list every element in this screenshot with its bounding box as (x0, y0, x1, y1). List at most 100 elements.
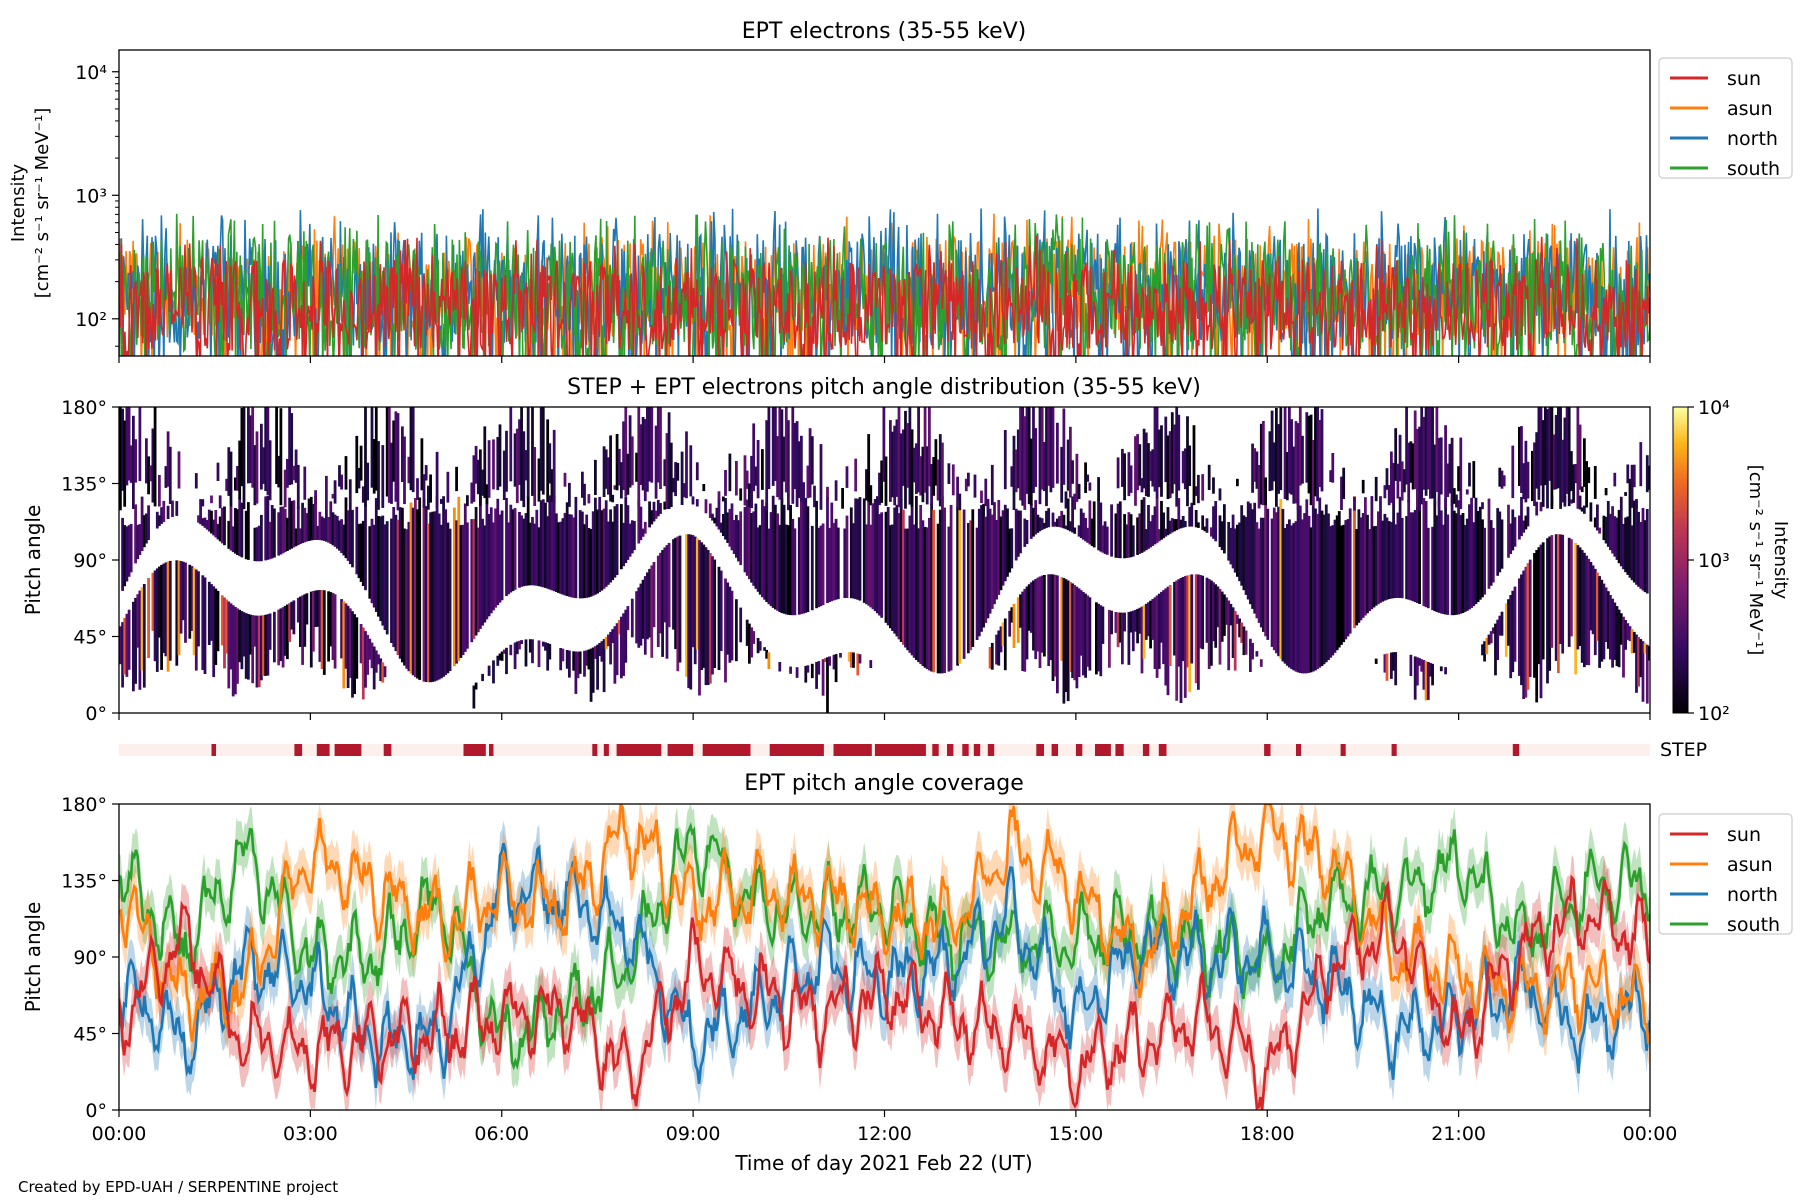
pad-cell (1207, 464, 1211, 490)
pad-cell (385, 521, 389, 635)
pad-cell (971, 509, 975, 647)
pad-cell (1151, 449, 1155, 487)
pad-cell (277, 512, 281, 556)
pad-cell (1186, 416, 1189, 507)
pad-cell (611, 494, 615, 503)
pad-cell (1118, 612, 1122, 643)
pad-cell (1431, 663, 1434, 686)
pad-cell (288, 603, 291, 642)
pad-cell (346, 605, 350, 688)
pad-cell (433, 511, 437, 682)
pad-cell (574, 651, 578, 694)
step-interval-bar (616, 744, 662, 756)
pad-cell (327, 517, 330, 543)
pad-cell (591, 647, 595, 693)
pad-cell (1348, 508, 1352, 634)
pad-cell (871, 503, 875, 610)
pad-cell (294, 528, 298, 547)
pad-cell (841, 488, 844, 509)
pad-cell (719, 570, 723, 651)
pad-cell (229, 451, 233, 507)
pad-cell (1422, 660, 1426, 690)
pad-cell (125, 526, 129, 582)
pad-cell (1639, 522, 1643, 589)
pad-cell (728, 586, 732, 663)
pad-cell (1383, 513, 1387, 601)
pad-cell (1541, 542, 1545, 660)
y-tick-label: 135° (61, 474, 107, 496)
pad-cell (1535, 501, 1539, 516)
pad-cell (906, 423, 910, 488)
pad-cell (466, 495, 469, 507)
pad-cell (1398, 496, 1402, 598)
pad-cell (1639, 442, 1643, 487)
pad-cell (635, 591, 638, 644)
pad-cell (821, 659, 825, 696)
pad-cell (613, 626, 617, 684)
pad-cell (531, 407, 534, 496)
pad-cell (641, 417, 645, 491)
pad-cell (663, 547, 667, 623)
pad-cell (134, 439, 137, 483)
pad-cell (617, 448, 621, 486)
pad-cell (127, 609, 131, 670)
pad-cell (502, 649, 506, 654)
pad-cell (1472, 522, 1476, 607)
pad-cell (1140, 606, 1144, 674)
x-tick-label: 06:00 (474, 1123, 529, 1145)
panel4-bands (119, 804, 1650, 1110)
pad-cell (411, 407, 415, 493)
pad-cell (216, 523, 220, 540)
pad-cell (374, 650, 378, 673)
pad-cell (1335, 515, 1339, 651)
pad-cell (826, 496, 829, 603)
pad-cell (253, 615, 257, 647)
pad-cell (416, 509, 419, 679)
pad-cell (472, 455, 476, 502)
pad-cell (414, 498, 417, 678)
pad-cell (930, 503, 933, 672)
pad-cell (1377, 511, 1380, 605)
pad-cell (1097, 603, 1100, 672)
pad-cell (1053, 574, 1057, 677)
pad-cell (1114, 513, 1118, 558)
pad-cell (1533, 553, 1536, 678)
pad-cell (1082, 592, 1085, 676)
pad-cell (1136, 608, 1139, 644)
pad-cell (1320, 409, 1324, 492)
pad-cell (643, 521, 647, 534)
x-tick-label: 03:00 (283, 1123, 338, 1145)
pad-cell (483, 426, 487, 499)
pad-cell (1201, 474, 1205, 501)
pad-cell (539, 500, 543, 587)
pad-cell (515, 428, 519, 504)
pad-cell (704, 547, 708, 686)
pad-cell (268, 440, 272, 501)
pad-cell (1554, 415, 1558, 490)
pad-cell (878, 514, 881, 616)
pad-cell (1413, 510, 1417, 603)
y-tick-label: 0° (85, 1100, 107, 1122)
pad-cell (628, 523, 632, 557)
pad-cell (424, 506, 428, 682)
pad-cell (1283, 528, 1287, 664)
pad-cell (203, 577, 207, 674)
pad-cell (427, 485, 430, 510)
pad-cell (1461, 513, 1465, 613)
pad-cell (485, 484, 489, 505)
pad-cell (1465, 489, 1469, 495)
pad-cell (1071, 583, 1074, 678)
pad-cell (1329, 526, 1333, 658)
pad-cell (769, 512, 773, 607)
pad-cell (1062, 408, 1066, 485)
pad-cell (1151, 599, 1155, 640)
pad-cell (784, 407, 788, 493)
pad-cell (249, 415, 252, 483)
pad-cell (637, 587, 641, 648)
pad-cell (210, 584, 213, 641)
pad-cell (854, 458, 858, 492)
pad-cell (1155, 497, 1159, 543)
pad-cell (303, 507, 307, 543)
pad-cell (1092, 501, 1096, 548)
pad-cell (1583, 438, 1586, 487)
